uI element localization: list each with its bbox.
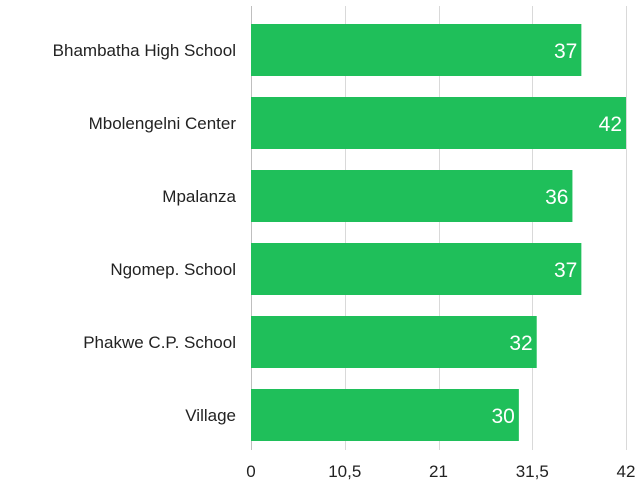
bar — [251, 389, 519, 441]
bar — [251, 243, 581, 295]
value-label: 37 — [554, 40, 577, 63]
category-label: Mbolengelni Center — [89, 114, 237, 133]
value-label: 36 — [545, 186, 568, 209]
bar — [251, 97, 626, 149]
bar — [251, 170, 572, 222]
x-tick-label: 21 — [429, 462, 448, 481]
bar — [251, 24, 581, 76]
value-label: 32 — [509, 332, 532, 355]
x-tick-label: 0 — [246, 462, 255, 481]
value-label: 42 — [599, 113, 622, 136]
bar — [251, 316, 537, 368]
x-tick-label: 10,5 — [328, 462, 361, 481]
x-tick-label: 42 — [617, 462, 636, 481]
category-label: Bhambatha High School — [53, 41, 236, 60]
value-label: 30 — [491, 405, 514, 428]
category-label: Phakwe C.P. School — [83, 333, 236, 352]
category-label: Ngomep. School — [110, 260, 236, 279]
x-tick-label: 31,5 — [516, 462, 549, 481]
value-label: 37 — [554, 259, 577, 282]
category-label: Village — [185, 406, 236, 425]
category-label: Mpalanza — [162, 187, 236, 206]
bars — [251, 24, 626, 441]
